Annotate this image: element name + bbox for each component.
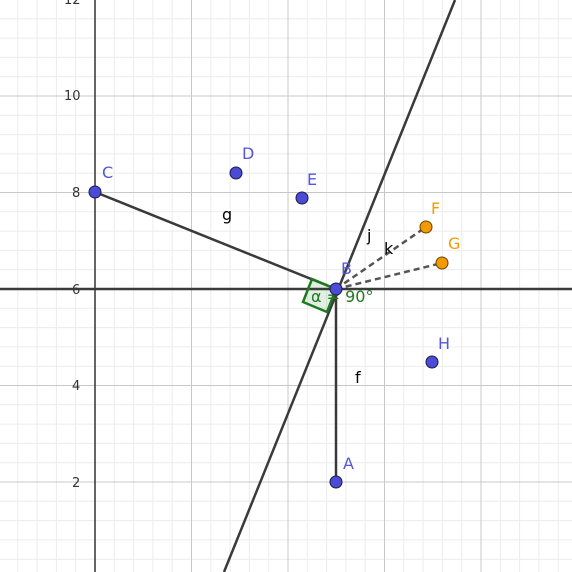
label-f: f [355,368,361,387]
label-g: g [222,205,232,224]
point-h-label: H [438,334,450,353]
point-a-label: A [343,454,354,473]
point-c-label: C [102,163,113,182]
y-tick-8: 8 [72,186,80,201]
right-angle-marker[interactable] [301,277,338,314]
point-b-label: B [341,259,352,278]
segment-j[interactable] [335,225,427,291]
y-tick-2: 2 [72,476,80,491]
point-d-label: D [242,144,254,163]
label-j: j [366,226,371,245]
y-tick-12: 12 [64,0,81,8]
point-e-label: E [307,170,317,189]
point-c[interactable]: C [88,163,113,199]
point-f[interactable]: F [419,199,440,234]
point-g[interactable]: G [435,234,460,270]
point-a[interactable]: A [329,454,354,489]
segment-g[interactable] [94,190,337,291]
y-tick-10: 10 [64,89,81,104]
angle-label: α = 90° [311,287,373,306]
point-e[interactable]: E [295,170,317,205]
point-f-label: F [431,199,440,218]
point-g-label: G [448,234,460,253]
y-tick-6: 6 [72,283,80,298]
point-d[interactable]: D [229,144,254,180]
segment-k[interactable] [335,261,443,291]
label-k: k [384,239,394,258]
point-b[interactable]: B [329,259,352,296]
y-tick-4: 4 [72,379,80,394]
point-h[interactable]: H [425,334,450,369]
